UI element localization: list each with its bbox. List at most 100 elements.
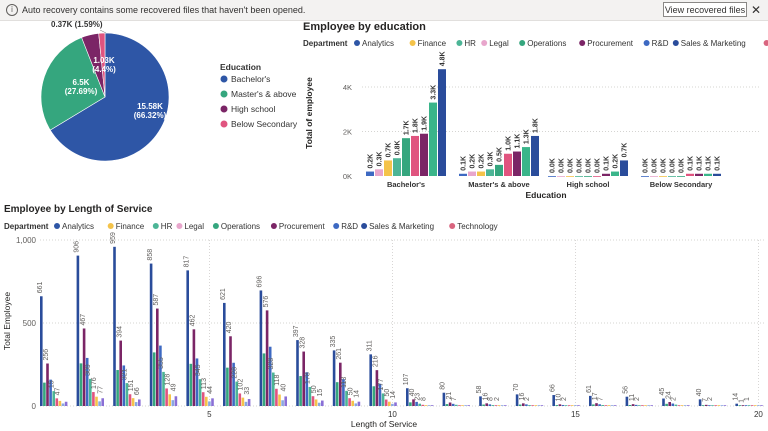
data-label: 8 xyxy=(488,397,495,401)
data-label: 0.2K xyxy=(613,154,620,169)
bar xyxy=(192,329,196,406)
employee-by-education-chart: Employee by education Department Analytics… xyxy=(303,21,768,200)
bar xyxy=(486,169,494,176)
data-label: 1.9K xyxy=(422,116,429,131)
y-axis-label: Total of employee xyxy=(304,77,314,149)
bar xyxy=(705,404,708,406)
bar xyxy=(448,402,452,406)
bar xyxy=(607,405,611,406)
data-label: 0.0K xyxy=(661,158,668,173)
bar xyxy=(198,379,202,406)
bar xyxy=(628,404,632,406)
data-label: 80 xyxy=(440,382,447,390)
data-label: 66 xyxy=(134,387,141,395)
bar xyxy=(687,405,690,406)
bar xyxy=(522,147,530,176)
bar xyxy=(122,365,126,406)
data-label: 0.0K xyxy=(568,158,575,173)
bar xyxy=(641,176,649,177)
bar xyxy=(420,133,428,176)
legend-label: Legal xyxy=(489,39,509,48)
y-tick-label: 4K xyxy=(343,83,352,92)
bar xyxy=(659,176,667,177)
bar xyxy=(491,405,495,406)
data-label: 0.7K xyxy=(386,143,393,158)
bar xyxy=(458,405,461,406)
data-label: 178 xyxy=(305,372,312,384)
bar xyxy=(584,176,592,177)
view-recovered-files-button[interactable]: View recovered files xyxy=(663,2,747,17)
data-label: 397 xyxy=(293,325,300,337)
pie-slice xyxy=(98,32,106,98)
bar xyxy=(375,370,379,406)
bar xyxy=(620,160,628,176)
legend-label: Procurement xyxy=(587,39,634,48)
data-label: 33 xyxy=(244,387,251,395)
bar xyxy=(49,379,52,406)
bar xyxy=(741,405,745,406)
data-label: 7 xyxy=(451,397,458,401)
bar xyxy=(467,405,470,406)
data-label: 216 xyxy=(373,355,380,367)
bar xyxy=(711,405,714,406)
legend-title: Department xyxy=(303,39,348,48)
bar xyxy=(82,328,86,406)
bar xyxy=(713,173,721,176)
data-label: 4.8K xyxy=(440,51,447,66)
data-label: 0.2K xyxy=(470,154,477,169)
bar xyxy=(455,404,458,406)
bar xyxy=(119,340,122,406)
data-label: 2 xyxy=(561,397,568,401)
bar xyxy=(601,405,604,406)
data-label: 0.0K xyxy=(679,158,686,173)
bar xyxy=(226,367,229,406)
bar xyxy=(265,310,269,406)
bar xyxy=(757,405,760,406)
data-label: 256 xyxy=(43,349,50,361)
bar xyxy=(299,376,302,406)
legend-label: Sales & Marketing xyxy=(369,222,434,231)
bar xyxy=(418,403,421,406)
data-label: 177 xyxy=(378,379,385,391)
x-tick-label: High school xyxy=(567,180,610,189)
bar xyxy=(101,398,104,406)
bar xyxy=(445,404,449,406)
legend-label: Analytics xyxy=(62,222,94,231)
bar xyxy=(451,403,455,406)
bar xyxy=(531,135,539,176)
data-label: 321 xyxy=(122,368,129,380)
bar xyxy=(701,405,705,406)
data-label: 817 xyxy=(183,256,190,268)
data-label: 24 xyxy=(665,391,672,399)
chart-title: Employee by education xyxy=(303,21,426,33)
bar xyxy=(668,402,671,406)
close-icon[interactable]: ✕ xyxy=(751,3,762,17)
data-label: 1 xyxy=(744,397,751,401)
data-label: 50 xyxy=(384,389,391,397)
bar xyxy=(208,401,211,406)
bar xyxy=(468,171,476,176)
bar xyxy=(43,382,46,406)
pie-legend-label: High school xyxy=(231,104,276,114)
data-label: 44 xyxy=(207,386,214,394)
bar xyxy=(321,400,324,406)
data-label: 0.0K xyxy=(577,158,584,173)
bar xyxy=(275,388,278,406)
data-label: 0.5K xyxy=(497,147,504,162)
bar xyxy=(595,403,598,406)
bar xyxy=(522,403,525,406)
bar xyxy=(52,391,55,406)
bar xyxy=(229,336,232,406)
bar xyxy=(677,176,685,177)
data-label: 335 xyxy=(330,336,337,348)
bar xyxy=(438,69,446,176)
bar xyxy=(40,296,43,406)
data-label: 228 xyxy=(231,367,238,379)
data-label: 696 xyxy=(257,276,264,288)
data-label: 309 xyxy=(85,364,92,376)
bar xyxy=(342,379,345,406)
bar xyxy=(406,388,409,406)
bar xyxy=(747,405,751,406)
pie-legend-label: Master's & above xyxy=(231,89,297,99)
data-label: 70 xyxy=(513,383,520,391)
